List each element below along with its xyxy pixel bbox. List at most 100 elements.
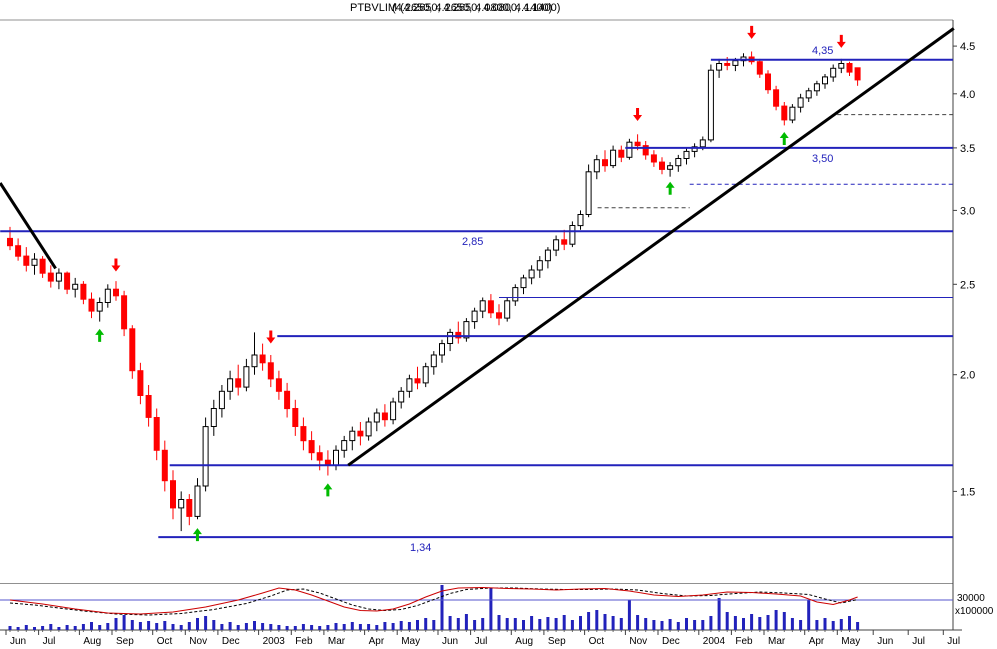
volume-bar [130, 620, 134, 630]
volume-bar [660, 621, 664, 630]
volume-bar [807, 600, 811, 630]
candle-body [202, 426, 209, 487]
candle-body [716, 63, 723, 71]
volume-bar [530, 616, 534, 630]
candle-body [496, 312, 502, 319]
candle-body [471, 310, 478, 323]
candle-body [650, 154, 657, 163]
volume-bar [823, 618, 827, 630]
sr-price-label: 3,50 [812, 153, 833, 165]
volume-bar [98, 625, 102, 630]
candle-body [275, 378, 282, 392]
candle-body [235, 378, 242, 388]
candle-body [618, 149, 625, 158]
price-axis-label: 4.0 [960, 89, 975, 101]
volume-bar [269, 624, 273, 630]
buy-signal-arrow [95, 328, 105, 342]
volume-scale-label: 30000 [957, 593, 985, 604]
candle-body [178, 499, 185, 509]
volume-bar [49, 624, 53, 630]
volume-bar [41, 626, 45, 630]
candle-body [292, 408, 299, 427]
volume-bar [155, 623, 159, 630]
month-axis-label: Feb [295, 636, 313, 647]
chart-title-overlay: (4.2650, 4.2650, 4.0800, 4.1400) [392, 2, 553, 14]
candle-body [373, 412, 380, 423]
candle-body [218, 390, 225, 410]
candle-body [72, 283, 79, 290]
volume-bar [277, 625, 281, 630]
candle-body [243, 366, 250, 388]
volume-bar [489, 588, 493, 630]
volume-bar [8, 626, 12, 630]
month-axis-label: Jul [43, 636, 56, 647]
candle-body [259, 354, 266, 364]
month-axis-label: Aug [83, 636, 101, 647]
trendline [0, 182, 57, 270]
candle-body [284, 390, 291, 410]
volume-bar [856, 622, 860, 630]
buy-signal-arrow [323, 483, 333, 497]
volume-bar [627, 600, 631, 630]
volume-bar [81, 624, 85, 630]
month-axis-label: Nov [629, 636, 647, 647]
volume-bar [65, 625, 69, 630]
candle-body [210, 408, 217, 427]
candle-body [430, 354, 437, 368]
volume-bar [293, 626, 297, 630]
volume-bar [554, 618, 558, 630]
candle-body [31, 258, 38, 266]
volume-bar [163, 621, 167, 630]
volume-bar [424, 618, 428, 630]
buy-signal-arrow [192, 528, 202, 542]
volume-bar [440, 585, 444, 630]
candle-body [341, 440, 348, 451]
candle-body [365, 421, 372, 437]
price-axis-label: 2.0 [960, 370, 975, 382]
volume-bar [399, 621, 403, 630]
candle-body [88, 298, 95, 312]
volume-bar [644, 618, 648, 630]
volume-bar [717, 598, 721, 630]
buy-signal-arrow [779, 132, 789, 146]
volume-multiplier-label: x100000 [955, 606, 994, 617]
month-axis-label: Dec [662, 636, 680, 647]
candle-body [64, 272, 71, 290]
candle-body [479, 300, 486, 312]
candle-body [602, 159, 608, 167]
volume-bar [187, 622, 191, 630]
month-axis-label: 2004 [703, 636, 726, 647]
volume-bar [334, 623, 338, 630]
volume-bar [456, 618, 460, 630]
month-axis-label: Sep [116, 636, 134, 647]
candle-body [422, 366, 429, 384]
month-axis-label: Aug [515, 636, 533, 647]
candle-body [170, 480, 176, 509]
volume-bar [24, 625, 28, 630]
volume-bar [253, 621, 256, 630]
volume-bar [652, 620, 656, 630]
volume-bar [774, 610, 778, 630]
candle-body [153, 417, 160, 451]
candle-body [544, 249, 551, 262]
volume-bar [179, 625, 183, 630]
candle-body [357, 430, 364, 437]
candle-body [487, 300, 494, 314]
candle-body [504, 300, 511, 319]
month-axis-label: Sep [548, 636, 566, 647]
candle-body [161, 449, 168, 482]
volume-bar [595, 610, 599, 630]
volume-bar [570, 620, 574, 630]
volume-bar [603, 614, 607, 630]
volume-bar [416, 620, 419, 630]
candle-body [634, 141, 641, 147]
candle-body [724, 63, 731, 66]
volume-bar [839, 619, 843, 630]
volume-bar [147, 621, 151, 630]
volume-signal-line [9, 587, 858, 616]
candle-body [805, 90, 812, 99]
volume-bar [106, 623, 110, 630]
candle-body [251, 354, 258, 368]
candle-body [838, 63, 845, 69]
